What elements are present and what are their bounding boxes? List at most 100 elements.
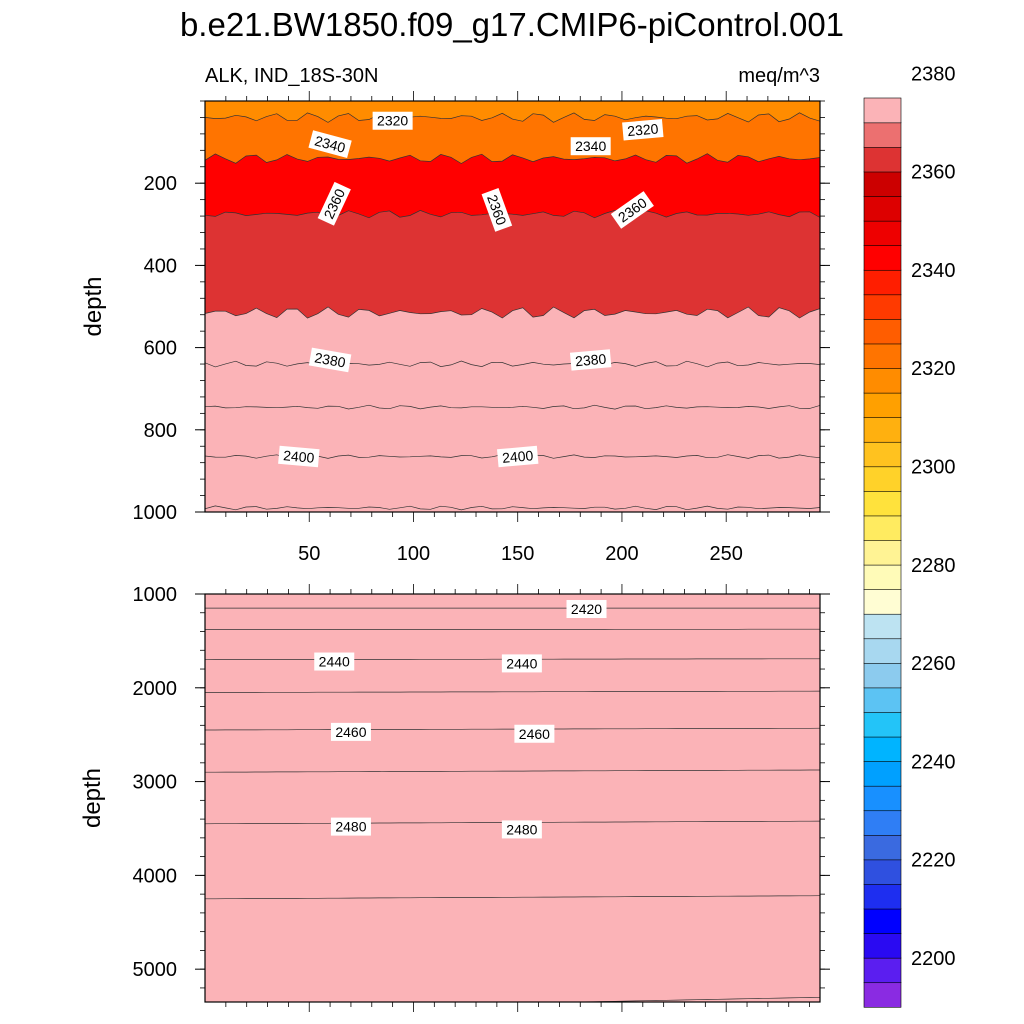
contour-label: 2440 [314,652,355,671]
contour-line [205,306,820,319]
colorbar-label: 2200 [911,948,956,970]
colorbar-box [863,883,902,910]
contour-label: 2480 [501,820,542,839]
colorbar-box [863,662,902,689]
colorbar-label: 2380 [911,63,956,85]
colorbar-box [863,367,902,394]
svg-text:2380: 2380 [313,349,347,370]
plot-frame [204,593,821,1003]
contour-line [205,895,820,900]
contour-label: 2380 [569,349,612,371]
contour-label: 2440 [501,654,542,673]
plot-frame [204,100,821,513]
contour-band [205,895,820,1002]
colorbar-box [863,294,902,320]
colorbar-box [863,122,902,148]
contour-label: 2380 [308,347,352,373]
contour-line [205,360,820,368]
colorbar-box [863,441,902,468]
svg-text:2340: 2340 [313,132,347,156]
contour-line [205,505,820,511]
contour-band [205,691,820,730]
colorbar-label: 2220 [911,850,956,872]
colorbar-box [863,269,902,296]
svg-text:2440: 2440 [319,654,350,670]
contour-label: 2340 [570,137,611,156]
y-tick-label: 800 [144,420,177,442]
colorbar-box [863,982,902,1008]
contour-band [205,306,820,367]
contour-band [205,629,820,660]
colorbar-box [863,638,902,664]
colorbar-label: 2340 [911,260,956,282]
contour-band [205,112,820,164]
contour-band [205,821,820,899]
colorbar-box [863,220,902,247]
contour-line [561,996,820,1002]
svg-text:2400: 2400 [501,447,534,466]
colorbar-label: 2320 [911,358,956,380]
colorbar-label: 2260 [911,653,956,675]
colorbar: 2200 2220 2240 2260 2280 2300 2320 2340 2360 2380… [863,63,956,1008]
contour-band [205,770,820,824]
colorbar-box [863,761,902,787]
left-string: ALK, IND_18S-30N [205,65,378,87]
colorbar-box [863,564,902,590]
colorbar-box [863,785,902,812]
colorbar-box [863,146,902,173]
figure-title: b.e21.BW1850.f09_g17.CMIP6-piControl.001 [180,6,844,43]
colorbar-box [863,834,902,861]
svg-text:2460: 2460 [519,726,550,742]
svg-text:2460: 2460 [335,724,366,740]
y-tick-label: 1000 [133,584,178,606]
svg-text:2480: 2480 [506,821,537,837]
svg-text:2480: 2480 [335,819,366,835]
contour-line [205,112,820,123]
contour-band [205,454,820,510]
contour-label: 2420 [566,600,607,619]
colorbar-label: 2240 [911,751,956,773]
colorbar-box [863,589,902,615]
x-tick-label: 250 [709,543,742,565]
contour-band [205,361,820,410]
contour-label: 2320 [622,119,664,141]
colorbar-box [863,810,902,836]
contour-line [205,769,820,773]
y-tick-label: 400 [144,255,177,277]
x-tick-label: 150 [501,543,534,565]
colorbar-box [863,318,902,345]
colorbar-box [863,195,902,222]
y-axis-title: depth [79,768,106,828]
colorbar-box [863,711,902,738]
colorbar-label: 2280 [911,555,956,577]
colorbar-box [863,957,902,984]
contour-line [205,209,820,219]
svg-text:2320: 2320 [377,113,408,129]
contour-band [205,728,820,773]
y-tick-label: 5000 [133,959,178,981]
x-tick-label: 50 [298,543,320,565]
contour-band [205,405,820,459]
y-tick-label: 2000 [133,678,178,700]
y-tick-label: 3000 [133,772,178,794]
svg-text:2340: 2340 [575,138,606,154]
right-string: meq/m^3 [738,65,820,87]
colorbar-box [863,859,902,885]
colorbar-box [863,613,902,640]
contour-line [205,153,820,164]
colorbar-box [863,515,902,541]
lower-panel: 2420 2440 2440 2460 2460 2480 2480 1000 2000 3000… [79,584,830,1012]
y-tick-label: 1000 [133,502,178,524]
svg-text:2400: 2400 [283,447,316,466]
colorbar-box [863,539,902,566]
contour-band [205,210,820,319]
y-tick-label: 4000 [133,865,178,887]
contour-line [205,690,820,693]
y-axis-title: depth [80,276,107,336]
contour-band [205,658,820,693]
contour-label: 2320 [372,111,413,130]
colorbar-box [863,392,902,418]
contour-band [205,505,820,512]
contour-label: 2340 [308,130,352,159]
svg-text:2380: 2380 [574,351,607,370]
